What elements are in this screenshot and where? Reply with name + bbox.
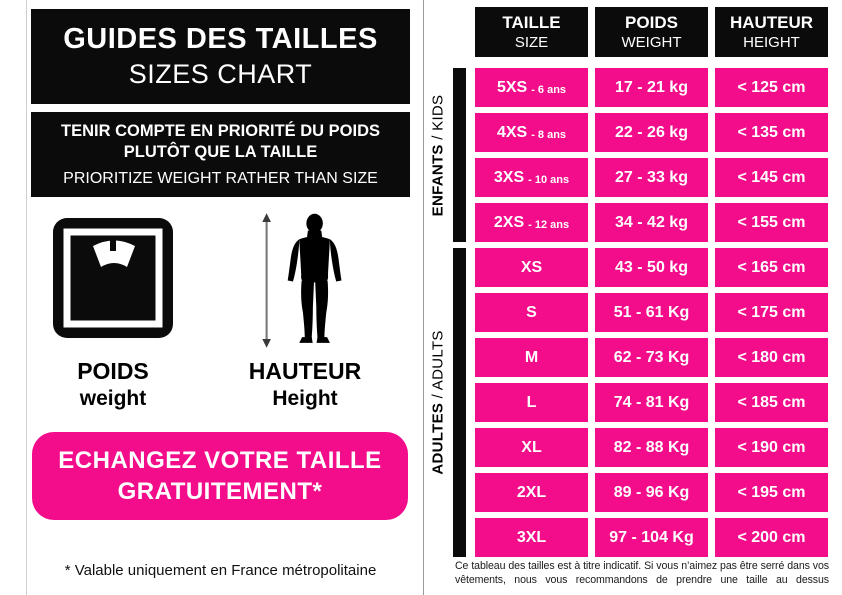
size-cell: 2XS - 12 ans [475, 203, 588, 242]
weight-label-en: weight [79, 387, 147, 410]
header-size-en: SIZE [514, 34, 549, 51]
table-row: 3XS - 10 ans 27 - 33 kg < 145 cm [0, 158, 842, 197]
page-edge-line [26, 0, 27, 595]
table-row: 3XL 97 - 104 Kg < 200 cm [0, 518, 842, 557]
height-cell: < 180 cm [715, 338, 828, 377]
size-label: S [526, 303, 537, 321]
size-cell: XL [475, 428, 588, 467]
size-cell: 4XS - 8 ans [475, 113, 588, 152]
person-silhouette-icon [235, 213, 375, 348]
size-cell: 3XL [475, 518, 588, 557]
kids-group-bar [453, 68, 466, 242]
weight-cell: 17 - 21 kg [595, 68, 708, 107]
height-label-fr: HAUTEUR [248, 358, 362, 384]
size-label: 2XL [516, 483, 547, 501]
header-height: HAUTEUR HEIGHT [715, 7, 828, 57]
height-cell: < 190 cm [715, 428, 828, 467]
size-label: 4XS [496, 123, 528, 141]
table-row: L 74 - 81 Kg < 185 cm [0, 383, 842, 422]
height-cell: < 125 cm [715, 68, 828, 107]
exchange-line1: ECHANGEZ VOTRE TAILLE [58, 446, 382, 474]
table-row: M 62 - 73 Kg < 180 cm [0, 338, 842, 377]
age-label: - 8 ans [531, 128, 567, 141]
size-cell: S [475, 293, 588, 332]
weight-figure: POIDS weight [43, 218, 183, 411]
column-divider-line [423, 0, 424, 595]
header-height-fr: HAUTEUR [729, 13, 814, 32]
weight-cell: 74 - 81 Kg [595, 383, 708, 422]
height-figure: HAUTEUR Height [235, 213, 375, 411]
table-row: 4XS - 8 ans 22 - 26 kg < 135 cm [0, 113, 842, 152]
table-row: 2XS - 12 ans 34 - 42 kg < 155 cm [0, 203, 842, 242]
header-weight-en: WEIGHT [621, 34, 682, 51]
size-label: 2XS [493, 213, 525, 231]
size-label: XL [521, 438, 542, 456]
table-disclaimer: Ce tableau des tailles est à titre indic… [455, 560, 829, 587]
table-row: 2XL 89 - 96 Kg < 195 cm [0, 473, 842, 512]
notice-fr-line2: PLUTÔT QUE LA TAILLE [123, 143, 318, 161]
age-label: - 12 ans [528, 218, 570, 231]
size-label: 3XS [493, 168, 525, 186]
age-label: - 6 ans [531, 83, 567, 96]
size-label: 3XL [516, 528, 547, 546]
notice-fr-line1: TENIR COMPTE EN PRIORITÉ DU POIDS [60, 122, 381, 141]
weight-label-fr: POIDS [77, 358, 149, 384]
size-label: M [524, 348, 539, 366]
height-cell: < 200 cm [715, 518, 828, 557]
table-row: XL 82 - 88 Kg < 190 cm [0, 428, 842, 467]
size-cell: XS [475, 248, 588, 287]
size-label: L [526, 393, 537, 411]
height-cell: < 195 cm [715, 473, 828, 512]
height-label-en: Height [272, 387, 338, 410]
size-cell: 5XS - 6 ans [475, 68, 588, 107]
page-title-fr: GUIDES DES TAILLES [63, 23, 378, 55]
notice-en: PRIORITIZE WEIGHT RATHER THAN SIZE [63, 169, 378, 187]
size-label: 5XS [496, 78, 528, 96]
header-size-fr: TAILLE [502, 13, 561, 32]
adults-group-bar [453, 248, 466, 557]
table-row: XS 43 - 50 kg < 165 cm [0, 248, 842, 287]
weight-cell: 34 - 42 kg [595, 203, 708, 242]
exchange-footnote: * Valable uniquement en France métropoli… [64, 562, 377, 579]
height-arrow-icon [262, 213, 271, 348]
height-cell: < 155 cm [715, 203, 828, 242]
age-label: - 10 ans [528, 173, 570, 186]
size-cell: M [475, 338, 588, 377]
header-size: TAILLE SIZE [475, 7, 588, 57]
height-cell: < 145 cm [715, 158, 828, 197]
height-cell: < 165 cm [715, 248, 828, 287]
height-cell: < 175 cm [715, 293, 828, 332]
size-cell: L [475, 383, 588, 422]
weight-cell: 27 - 33 kg [595, 158, 708, 197]
weight-cell: 51 - 61 Kg [595, 293, 708, 332]
weight-cell: 43 - 50 kg [595, 248, 708, 287]
table-row: 5XS - 6 ans 17 - 21 kg < 125 cm [0, 68, 842, 107]
size-cell: 2XL [475, 473, 588, 512]
weight-cell: 22 - 26 kg [595, 113, 708, 152]
size-label: XS [520, 258, 543, 276]
weight-cell: 62 - 73 Kg [595, 338, 708, 377]
table-row: S 51 - 61 Kg < 175 cm [0, 293, 842, 332]
header-weight-fr: POIDS [625, 13, 678, 32]
title-banner: GUIDES DES TAILLES SIZES CHART [31, 9, 410, 104]
weight-priority-notice: TENIR COMPTE EN PRIORITÉ DU POIDS PLUTÔT… [31, 112, 410, 197]
header-weight: POIDS WEIGHT [595, 7, 708, 57]
free-exchange-banner: ECHANGEZ VOTRE TAILLE GRATUITEMENT* [32, 432, 408, 520]
scale-icon [43, 218, 183, 338]
weight-cell: 97 - 104 Kg [595, 518, 708, 557]
header-height-en: HEIGHT [743, 34, 800, 51]
size-cell: 3XS - 10 ans [475, 158, 588, 197]
height-cell: < 135 cm [715, 113, 828, 152]
weight-cell: 89 - 96 Kg [595, 473, 708, 512]
page-title-en: SIZES CHART [128, 59, 313, 89]
height-cell: < 185 cm [715, 383, 828, 422]
exchange-line2: GRATUITEMENT* [117, 478, 323, 505]
weight-cell: 82 - 88 Kg [595, 428, 708, 467]
